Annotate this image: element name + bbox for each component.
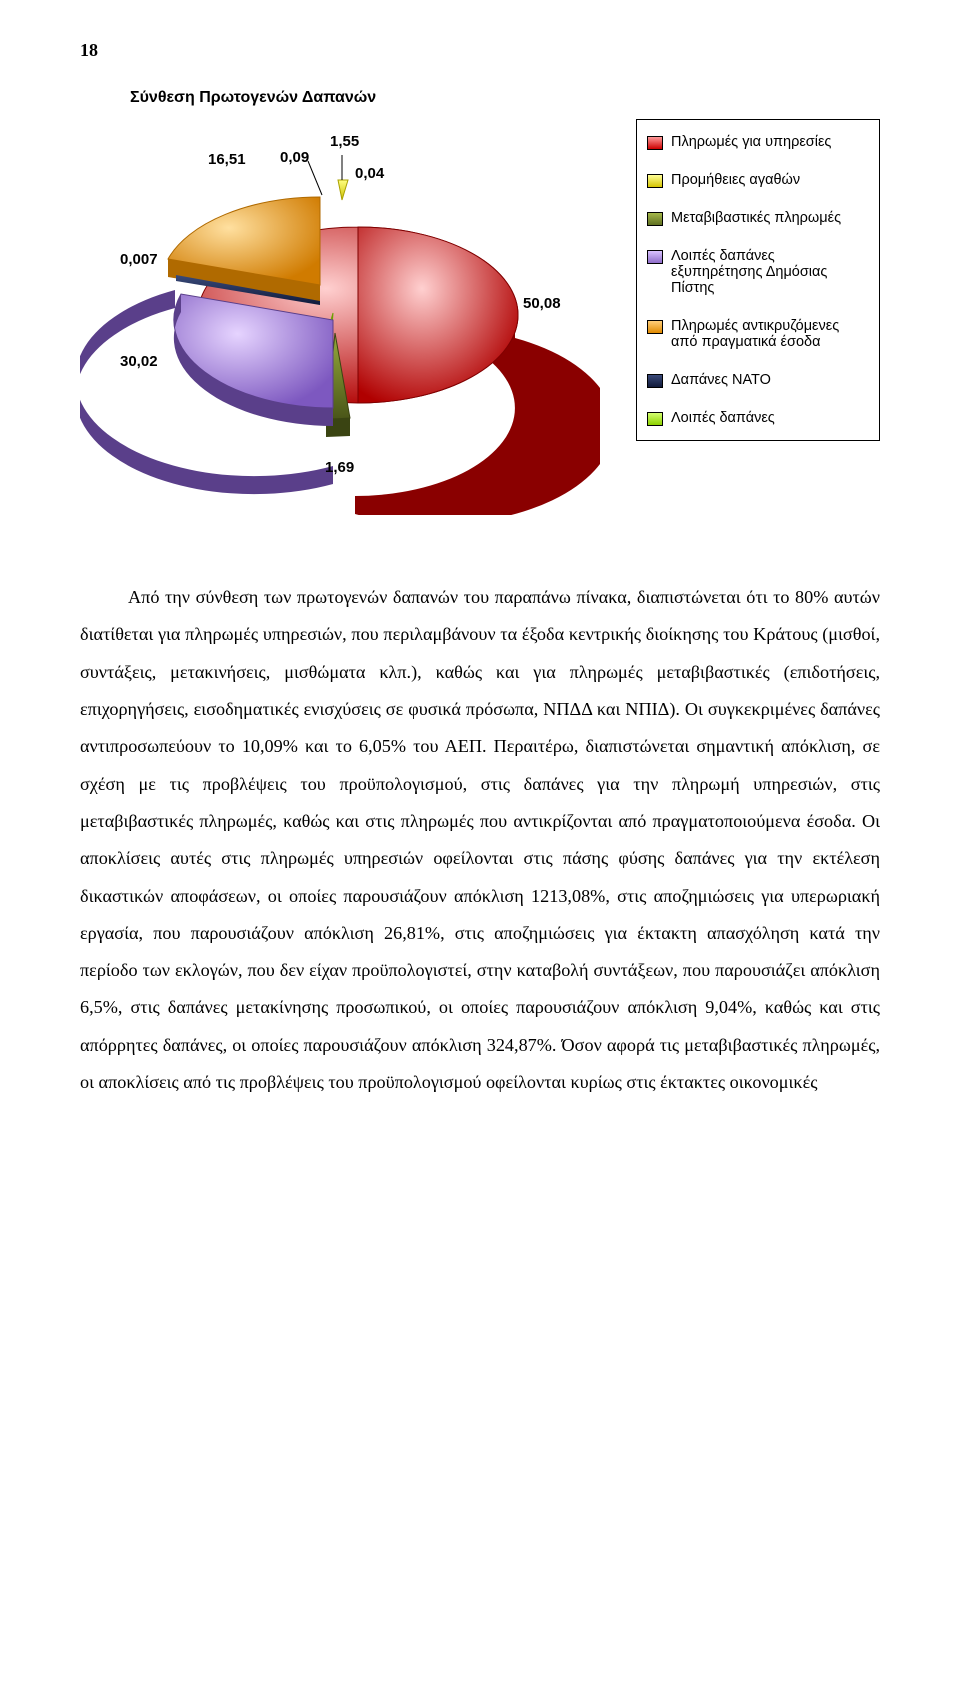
swatch-icon [647, 320, 663, 334]
legend-label: Λοιπές δαπάνες εξυπηρέτησης Δημόσιας Πίσ… [671, 248, 869, 296]
label-1-69: 1,69 [325, 459, 354, 476]
label-50-08: 50,08 [523, 295, 561, 312]
legend-label: Δαπάνες ΝΑΤΟ [671, 372, 771, 388]
page-number: 18 [80, 40, 880, 61]
label-30-02: 30,02 [120, 353, 158, 370]
legend-label: Πληρωμές για υπηρεσίες [671, 134, 831, 150]
swatch-icon [647, 412, 663, 426]
label-16-51: 16,51 [208, 151, 246, 168]
swatch-icon [647, 250, 663, 264]
legend-item: Πληρωμές αντικρυζόμενες από πραγματικά έ… [647, 318, 869, 350]
legend-label: Προμήθειες αγαθών [671, 172, 800, 188]
legend-label: Λοιπές δαπάνες [671, 410, 775, 426]
legend-item: Λοιπές δαπάνες [647, 410, 869, 426]
chart-title: Σύνθεση Πρωτογενών Δαπανών [130, 89, 376, 107]
pie-chart: Σύνθεση Πρωτογενών Δαπανών [80, 89, 880, 519]
swatch-icon [647, 374, 663, 388]
legend-item: Προμήθειες αγαθών [647, 172, 869, 188]
label-1-55: 1,55 [330, 133, 359, 150]
pie-graphic [80, 125, 600, 515]
legend-item: Πληρωμές για υπηρεσίες [647, 134, 869, 150]
swatch-icon [647, 136, 663, 150]
legend-item: Μεταβιβαστικές πληρωμές [647, 210, 869, 226]
legend-item: Λοιπές δαπάνες εξυπηρέτησης Δημόσιας Πίσ… [647, 248, 869, 296]
label-0-04: 0,04 [355, 165, 384, 182]
swatch-icon [647, 212, 663, 226]
legend-item: Δαπάνες ΝΑΤΟ [647, 372, 869, 388]
swatch-icon [647, 174, 663, 188]
body-paragraph: Από την σύνθεση των πρωτογενών δαπανών τ… [80, 579, 880, 1101]
legend: Πληρωμές για υπηρεσίες Προμήθειες αγαθών… [636, 119, 880, 441]
label-0-09: 0,09 [280, 149, 309, 166]
legend-label: Μεταβιβαστικές πληρωμές [671, 210, 841, 226]
legend-label: Πληρωμές αντικρυζόμενες από πραγματικά έ… [671, 318, 869, 350]
label-0-007: 0,007 [120, 251, 158, 268]
